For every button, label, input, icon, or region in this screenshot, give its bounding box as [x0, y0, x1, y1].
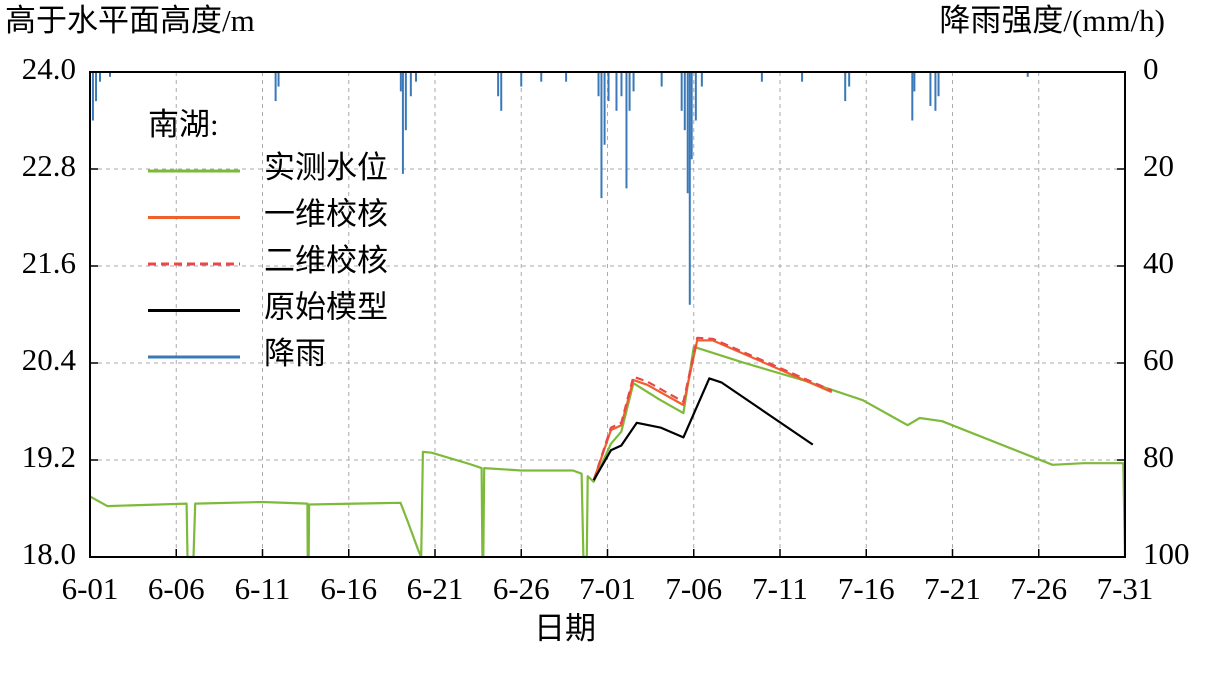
x-tick-label: 6-06	[148, 571, 205, 606]
x-tick-label: 7-11	[752, 571, 808, 606]
y-tick-label: 20.4	[22, 342, 77, 377]
series-line	[592, 377, 814, 481]
x-tick-label: 7-01	[579, 571, 636, 606]
x-tick-label: 6-21	[407, 571, 464, 606]
y-tick-label: 19.2	[22, 439, 76, 474]
y2-tick-label: 100	[1143, 536, 1190, 571]
x-tick-label: 7-16	[838, 571, 895, 606]
x-axis-label: 日期	[534, 611, 596, 646]
y-tick-label: 22.8	[22, 148, 76, 183]
legend-label: 降雨	[264, 336, 326, 371]
y2-tick-label: 60	[1143, 342, 1174, 377]
y-tick-label: 21.6	[22, 245, 76, 280]
legend-label: 原始模型	[264, 290, 388, 325]
x-tick-label: 6-11	[235, 571, 291, 606]
y2-tick-label: 80	[1143, 439, 1174, 474]
legend-label: 实测水位	[264, 150, 388, 185]
y2-axis-label: 降雨强度/(mm/h)	[939, 3, 1165, 38]
y2-tick-label: 20	[1143, 148, 1174, 183]
x-tick-label: 6-16	[320, 571, 377, 606]
y-tick-label: 18.0	[22, 536, 76, 571]
y2-tick-label: 40	[1143, 245, 1174, 280]
series-line	[89, 345, 1127, 559]
y2-tick-label: 0	[1143, 51, 1159, 86]
x-tick-label: 7-21	[924, 571, 981, 606]
x-tick-label: 6-26	[493, 571, 550, 606]
legend-title: 南湖:	[148, 107, 219, 142]
plot-frame	[89, 71, 1126, 558]
legend-label: 一维校核	[264, 197, 388, 232]
series-line	[592, 339, 833, 481]
series-line	[592, 336, 833, 481]
y-axis-label: 高于水平面高度/m	[5, 3, 255, 38]
x-tick-label: 7-06	[665, 571, 722, 606]
x-tick-label: 7-31	[1097, 571, 1154, 606]
x-tick-label: 6-01	[62, 571, 119, 606]
x-tick-label: 7-26	[1010, 571, 1067, 606]
y-tick-label: 24.0	[22, 51, 76, 86]
legend-label: 二维校核	[264, 243, 388, 278]
